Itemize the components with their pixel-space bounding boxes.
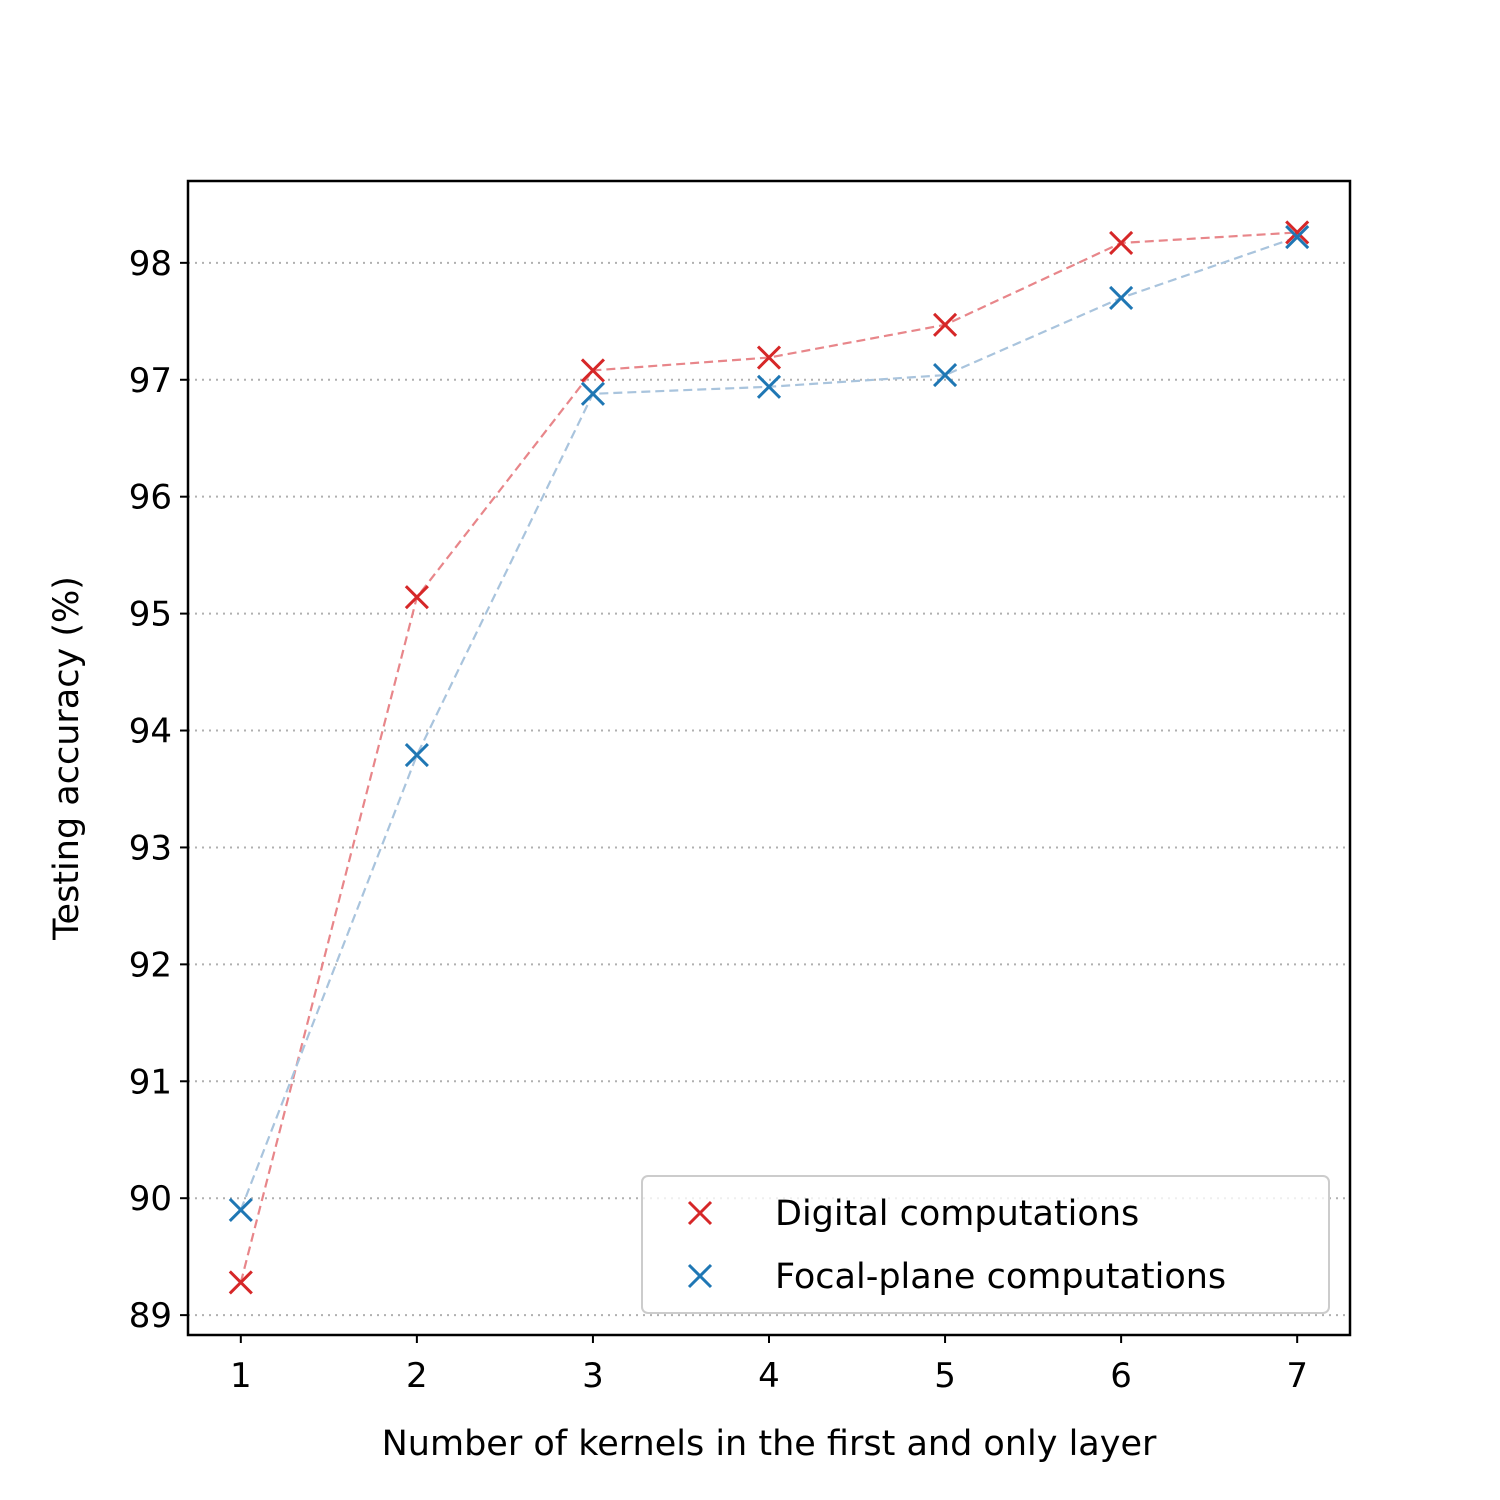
data-point (404, 585, 429, 610)
data-point (1285, 225, 1310, 250)
axis-ticks: 89 90 91 92 93 94 95 96 97 98 1 2 3 4 5 6 7 (129, 244, 1308, 1396)
grid-lines (188, 261, 1350, 1317)
x-tick-label: 7 (1286, 1356, 1308, 1396)
y-tick-label: 96 (129, 478, 172, 518)
y-tick-label: 91 (129, 1062, 172, 1102)
plot-frame (186, 179, 1352, 1337)
data-point (404, 743, 429, 768)
data-point (228, 1197, 253, 1222)
y-tick-label: 94 (129, 712, 172, 752)
legend-label: Digital computations (775, 1194, 1139, 1234)
legend: Digital computations Focal-plane computat… (641, 1175, 1330, 1314)
x-axis-label: Number of kernels in the first and only … (382, 1424, 1157, 1464)
y-tick-label: 97 (129, 361, 172, 401)
data-point (1109, 230, 1134, 256)
series-1 (239, 231, 1298, 1283)
legend-box (641, 1175, 1330, 1314)
data-point (580, 358, 606, 383)
y-tick-label: 90 (129, 1179, 172, 1219)
y-tick-label: 92 (129, 945, 172, 985)
x-tick-label: 3 (582, 1356, 604, 1396)
x-tick-label: 5 (934, 1356, 956, 1396)
series-2-markers (228, 225, 1310, 1222)
data-point (580, 381, 606, 406)
data-point (228, 1270, 253, 1295)
series-1-markers (228, 220, 1310, 1295)
series-layer (228, 220, 1310, 1295)
series-2 (239, 236, 1298, 1211)
x-tick-label: 4 (758, 1356, 780, 1396)
series-line (239, 236, 1298, 1211)
data-point (932, 363, 958, 388)
data-point (932, 312, 958, 337)
data-point (756, 345, 782, 370)
series-line (239, 231, 1298, 1283)
legend-item: Focal-plane computations (687, 1257, 1226, 1297)
x-tick-label: 2 (406, 1356, 428, 1396)
x-tick-label: 6 (1110, 1356, 1132, 1396)
x-tick-label: 1 (230, 1356, 252, 1396)
legend-item: Digital computations (687, 1194, 1139, 1234)
y-tick-label: 93 (129, 828, 172, 868)
data-point (756, 374, 782, 399)
legend-label: Focal-plane computations (775, 1257, 1226, 1297)
legend-marker-icon (687, 1263, 713, 1289)
y-tick-label: 98 (129, 244, 172, 284)
y-axis-label: Testing accuracy (%) (47, 576, 87, 941)
data-point (1109, 285, 1134, 310)
data-point (1285, 220, 1310, 245)
y-tick-label: 89 (129, 1296, 172, 1336)
y-tick-label: 95 (129, 595, 172, 635)
legend-marker-icon (687, 1200, 713, 1226)
